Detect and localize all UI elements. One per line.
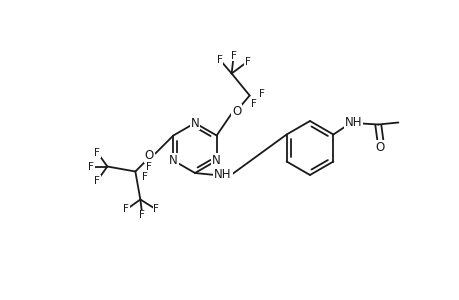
Text: F: F [88,161,94,172]
Text: NH: NH [344,116,361,129]
Text: F: F [146,161,152,172]
Text: F: F [244,56,250,67]
Text: F: F [94,148,100,158]
Text: NH: NH [214,169,231,182]
Text: F: F [153,205,159,214]
Text: N: N [212,154,220,167]
Text: F: F [258,88,264,98]
Text: O: O [375,141,384,154]
Text: F: F [216,55,222,64]
Text: O: O [145,149,154,162]
Text: F: F [123,205,129,214]
Text: F: F [230,50,236,61]
Text: F: F [142,172,148,182]
Text: F: F [94,176,100,185]
Text: O: O [231,105,241,118]
Text: N: N [168,154,177,167]
Text: F: F [250,98,256,109]
Text: F: F [139,211,145,220]
Text: N: N [190,116,199,130]
